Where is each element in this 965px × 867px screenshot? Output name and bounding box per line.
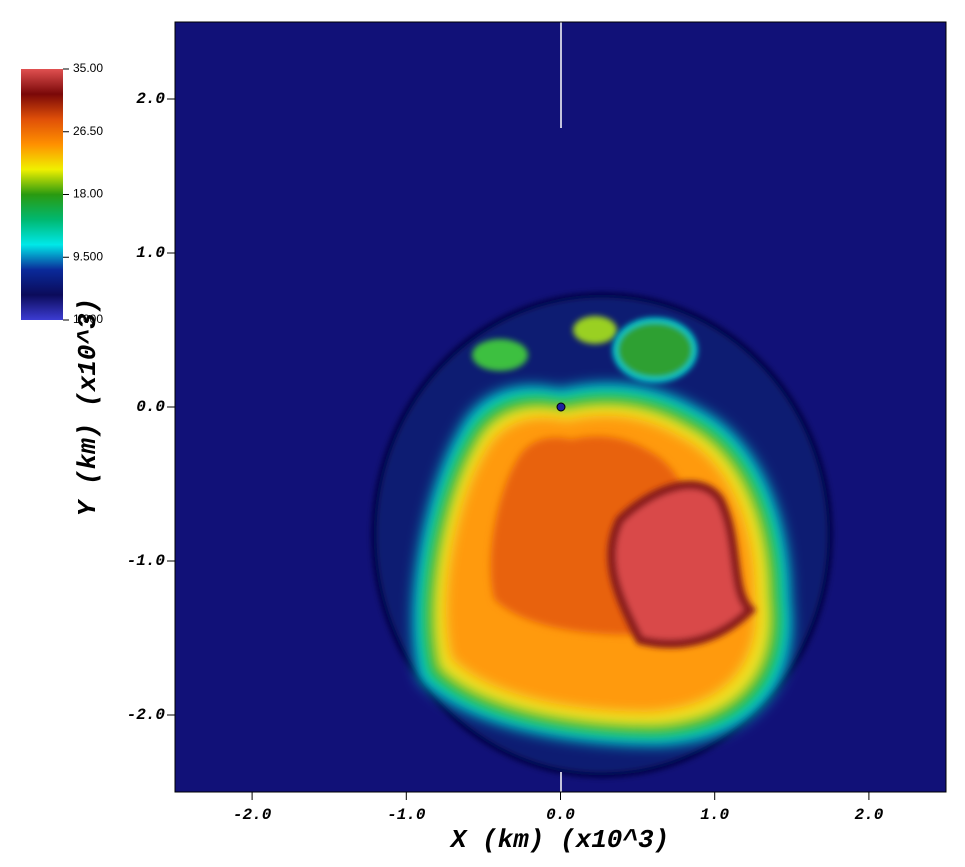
x-tick-label: 1.0 — [700, 806, 729, 824]
y-tick-label: 0.0 — [136, 398, 165, 416]
y-tick-label: -2.0 — [127, 706, 166, 724]
y-tick-label: -1.0 — [127, 552, 166, 570]
colorbar-tick-label: 9.500 — [73, 249, 103, 263]
x-tick-label: -2.0 — [233, 806, 272, 824]
y-tick-label: 2.0 — [136, 90, 165, 108]
colorbar-tick-label: 18.00 — [73, 187, 103, 201]
y-axis-label: Y (km) (x10^3) — [73, 298, 103, 516]
colorbar — [21, 69, 63, 320]
field-image — [371, 22, 833, 792]
x-tick-label: -1.0 — [387, 806, 426, 824]
colorbar-tick-label: 1.000 — [73, 312, 103, 326]
y-tick-label: 1.0 — [136, 244, 165, 262]
x-axis-label: X (km) (x10^3) — [449, 825, 669, 855]
x-tick-label: 0.0 — [546, 806, 575, 824]
colorbar-tick-label: 35.00 — [73, 61, 103, 75]
colorbar-tick-label: 26.50 — [73, 124, 103, 138]
x-tick-label: 2.0 — [854, 806, 883, 824]
